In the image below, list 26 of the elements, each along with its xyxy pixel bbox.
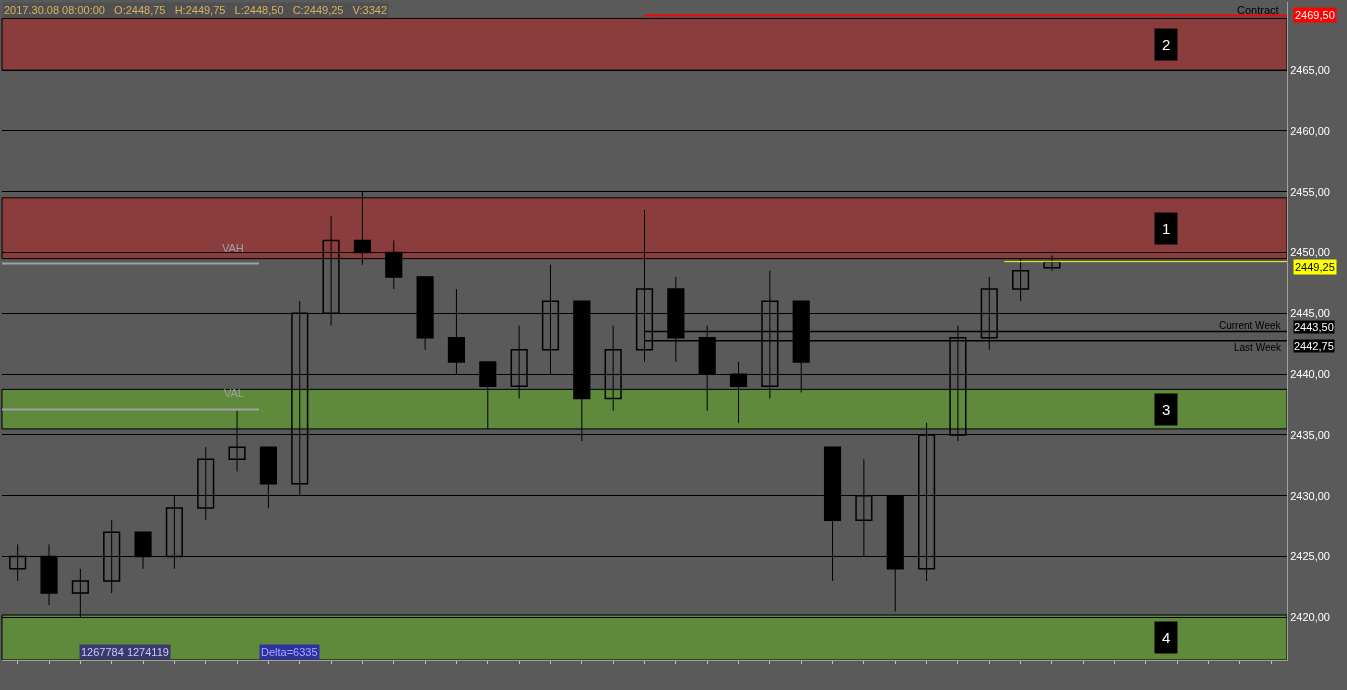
ref-line-label: 2469,50	[1295, 9, 1335, 21]
text: 2442,75	[1294, 340, 1334, 352]
band-label: 2	[1162, 36, 1171, 53]
y-tick-label: 2425,00	[1290, 550, 1330, 563]
annotation: 2017.30.08 08:00:00 O:2448,75 H:2449,75 L:2448,50 C:2449,25 V:3342	[4, 4, 388, 16]
y-tick-label: 2460,00	[1290, 124, 1330, 137]
y-tick-label: 2450,00	[1290, 246, 1330, 259]
ref-line-label: Current Week	[1219, 320, 1282, 331]
y-tick-label: 2430,00	[1290, 489, 1330, 502]
text: 2443,50	[1294, 321, 1334, 333]
annotation: Delta=6335	[261, 646, 318, 658]
ref-line-label: VAH	[222, 242, 244, 254]
y-tick-label: 2455,00	[1290, 185, 1330, 198]
ref-line-label: 2449,25	[1295, 261, 1335, 273]
y-tick-label: 2465,00	[1290, 63, 1330, 76]
annotation: 1267784 1274119	[81, 646, 169, 658]
annotation: Contract	[1237, 4, 1279, 16]
ref-line-label: VAL	[224, 387, 244, 399]
band-label: 4	[1162, 629, 1171, 646]
ref-line-label: Last Week	[1234, 342, 1283, 353]
band-label: 1	[1162, 220, 1171, 237]
band-label: 3	[1162, 401, 1171, 418]
y-tick-label: 2445,00	[1290, 307, 1330, 320]
y-tick-label: 2420,00	[1290, 611, 1330, 624]
y-tick-label: 2435,00	[1290, 428, 1330, 441]
y-tick-label: 2440,00	[1290, 368, 1330, 381]
